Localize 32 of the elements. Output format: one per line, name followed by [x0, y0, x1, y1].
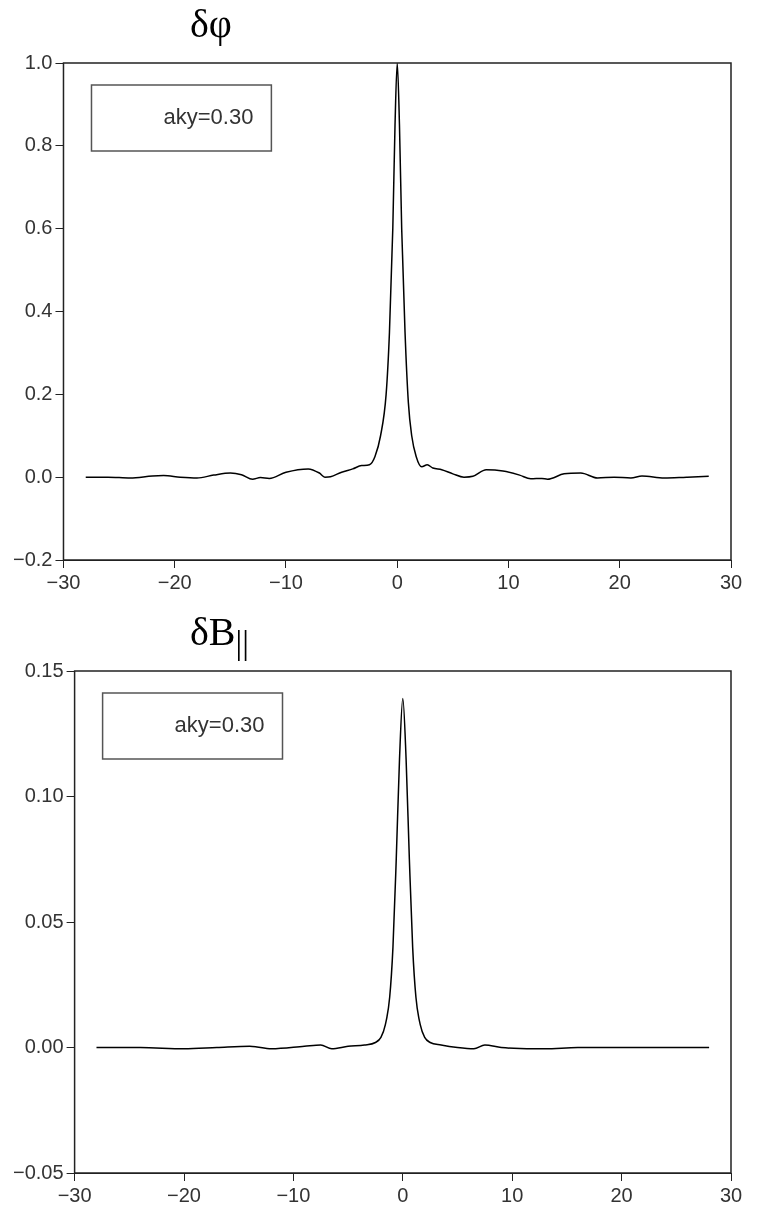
- x-tick-label: 20: [610, 1183, 633, 1206]
- y-tick-label: 0.0: [24, 464, 53, 487]
- y-tick-label: 0.8: [24, 133, 53, 156]
- y-tick-label: 0.10: [24, 784, 64, 807]
- y-tick-label: 0.2: [24, 381, 53, 404]
- line-series: [84, 63, 710, 480]
- x-tick-label: −30: [57, 1183, 92, 1206]
- y-tick-label: 0.00: [24, 1035, 64, 1058]
- y-tick-label: −0.2: [13, 547, 53, 570]
- chart-title: δB$_{||}$: [189, 608, 250, 661]
- y-tick-label: 0.05: [24, 909, 64, 932]
- y-tick-label: 0.6: [24, 216, 53, 239]
- x-tick-label: −10: [276, 1183, 311, 1206]
- y-tick-label: 1.0: [24, 50, 53, 73]
- x-tick-label: −30: [46, 570, 81, 593]
- x-tick-label: 0: [391, 570, 403, 593]
- annotation: aky=0.30: [174, 712, 265, 738]
- y-tick-label: 0.15: [24, 658, 64, 681]
- chart-title: δφ: [189, 0, 233, 48]
- x-tick-label: 10: [497, 570, 520, 593]
- y-tick-label: 0.4: [24, 299, 53, 322]
- x-tick-label: 10: [501, 1183, 524, 1206]
- x-tick-label: −20: [157, 570, 192, 593]
- x-tick-label: 30: [719, 1183, 743, 1206]
- x-tick-label: 20: [608, 570, 631, 593]
- x-tick-label: −10: [269, 570, 303, 593]
- x-tick-label: −20: [167, 1183, 201, 1206]
- line-series: [95, 697, 710, 1050]
- x-tick-label: 0: [397, 1183, 409, 1206]
- y-tick-label: −0.05: [13, 1160, 64, 1183]
- x-tick-label: 30: [719, 570, 743, 593]
- annotation: aky=0.30: [163, 104, 254, 130]
